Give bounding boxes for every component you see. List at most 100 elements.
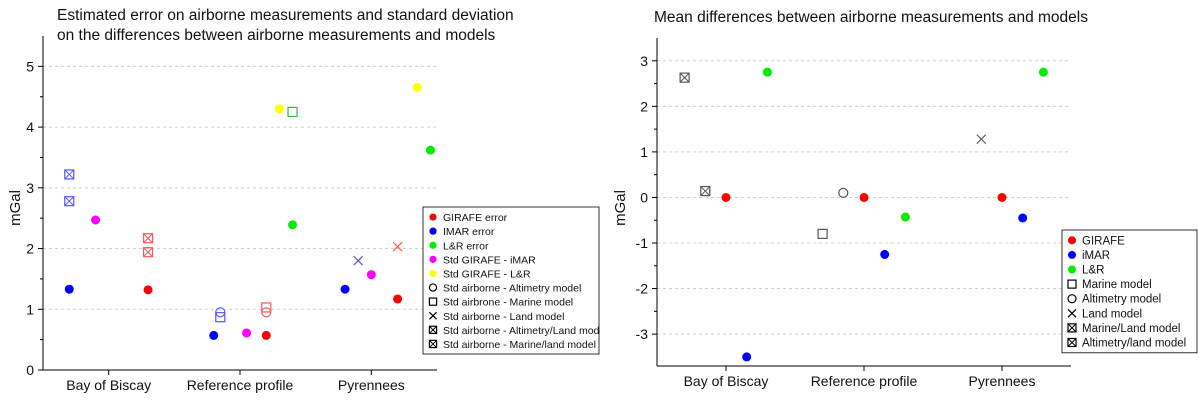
legend-marker-altimetry-model — [1067, 294, 1077, 304]
legend-marker-girafe-error — [429, 213, 437, 221]
data-point-girafe-error — [261, 330, 271, 340]
legend-entry-std-airborne-marine-land-model: Std airborne - Marine/land model — [443, 339, 596, 351]
y-tick-label: 5 — [26, 58, 34, 74]
legend-marker-imar-error — [429, 227, 437, 235]
y-tick-label: 2 — [640, 98, 648, 114]
data-point-imar-error — [209, 330, 219, 340]
legend-marker-std-girafe-l-r — [429, 269, 437, 278]
x-tick-label-pyrennees: Pyrennees — [969, 373, 1036, 389]
legend-box — [1061, 229, 1198, 354]
legend-entry-std-airborne-altimetry-model: Std airborne - Altimetry model — [443, 283, 581, 295]
data-point-imar — [880, 249, 890, 259]
legend-marker-altimetry-land-model — [1067, 337, 1077, 348]
y-tick-label: 0 — [640, 189, 648, 205]
data-point-girafe — [859, 192, 869, 202]
data-point-std-girafe-imar — [242, 328, 252, 338]
legend-marker-std-airborne-altimetry-model — [428, 283, 438, 292]
legend-entry-imar: iMAR — [1082, 250, 1110, 262]
data-point-std-airborne-altimetry-land-model — [64, 196, 75, 207]
grid-lines — [43, 65, 437, 310]
legend-marker-marine-land-model — [1067, 323, 1077, 333]
data-point-imar — [1018, 213, 1028, 223]
legend-entry-girafe-error: GIRAFE error — [443, 212, 508, 224]
data-point-imar — [742, 352, 752, 362]
data-point-land-model — [976, 134, 987, 145]
legend-entry-std-airborne-altimetry-land-model: Std airborne - Altimetry/Land model — [443, 325, 600, 337]
data-point-imar-error — [64, 284, 74, 294]
y-tick-label: 4 — [26, 119, 34, 135]
y-tick-label: 1 — [26, 301, 34, 317]
data-points — [679, 67, 1048, 362]
y-tick-label: -1 — [636, 235, 649, 251]
legend-entry-imar-error: IMAR error — [443, 226, 495, 238]
y-tick-label: 3 — [26, 180, 34, 196]
data-point-std-airborne-marine-land-model-red — [142, 233, 154, 244]
y-tick-label: -2 — [636, 281, 649, 297]
legend-entry-girafe: GIRAFE — [1082, 235, 1125, 247]
legend-marker-girafe — [1068, 236, 1076, 245]
legend-entry-marine-land-model: Marine/Land model — [1082, 323, 1180, 335]
data-point-l-r-error — [425, 145, 435, 155]
y-tick-label: 0 — [26, 362, 34, 378]
x-tick-label-reference-profile: Reference profile — [187, 377, 294, 393]
data-point-girafe-error — [143, 285, 153, 295]
right-chart: Mean differences between airborne measur… — [600, 0, 1199, 400]
data-point-std-airbrone-marine-model — [215, 312, 226, 323]
legend-marker-imar — [1068, 250, 1076, 259]
data-point-altimetry-model — [838, 187, 849, 198]
legend-marker-std-airborne-marine-land-model — [428, 339, 438, 349]
legend: GIRAFE error IMAR error L&R error Std GIRA… — [422, 206, 600, 355]
data-point-std-airborne-altimetry-land-model-red — [142, 247, 154, 258]
legend-entry-std-girafe-l-r: Std GIRAFE - L&R — [443, 268, 531, 280]
legend-marker-l-r-error — [429, 241, 437, 249]
data-point-std-airborne-land-model-pyrennees-red — [392, 241, 403, 252]
x-tick-label-reference-profile: Reference profile — [811, 373, 918, 389]
left-chart-svg: Estimated error on airborne measurements… — [7, 7, 600, 393]
right-chart-svg: Mean differences between airborne measur… — [612, 9, 1198, 389]
legend-box — [422, 206, 600, 355]
legend-marker-marine-model — [1067, 279, 1077, 289]
data-point-std-airborne-land-model — [353, 255, 364, 266]
data-point-girafe — [997, 192, 1007, 202]
legend-entry-std-airbrone-marine-model: Std airbrone - Marine model — [443, 297, 573, 309]
data-point-std-airbrone-marine-model-reference-red — [261, 302, 272, 313]
legend-marker-land-model — [1067, 308, 1077, 318]
legend-entry-l-r-error: L&R error — [443, 240, 489, 252]
y-tick-label: 1 — [640, 144, 648, 160]
chart-title: Mean differences between airborne measur… — [654, 9, 1088, 26]
data-point-marine-land-model — [679, 72, 690, 83]
x-tick-label-pyrennees: Pyrennees — [338, 377, 405, 393]
legend-entry-l-r: L&R — [1082, 265, 1104, 277]
legend: GIRAFE iMAR L&R Marine model Altimetry model… — [1061, 229, 1198, 354]
data-point-std-girafe-imar — [91, 215, 101, 225]
y-tick-label: -3 — [636, 326, 649, 342]
data-point-girafe-error — [393, 294, 403, 304]
legend-marker-std-airborne-altimetry-land-model — [428, 325, 438, 335]
legend-marker-std-girafe-imar — [429, 255, 437, 263]
data-point-imar-error — [340, 284, 350, 294]
legend-entry-altimetry-land-model: Altimetry/land model — [1082, 338, 1186, 350]
data-point-std-airbrone-marine-model-l-r-green — [287, 106, 298, 118]
data-point-altimetry-land-model — [700, 185, 711, 197]
x-tick-label-bay-of-biscay: Bay of Biscay — [684, 373, 769, 389]
chart-title-line-1: Estimated error on airborne measurements… — [57, 7, 514, 24]
y-axis-label: mGal — [612, 190, 629, 226]
legend-entry-marine-model: Marine model — [1082, 279, 1152, 291]
data-point-std-airborne-marine-land-model — [64, 169, 75, 180]
data-point-std-girafe-l-r — [412, 83, 422, 93]
legend-entry-altimetry-model: Altimetry model — [1082, 294, 1161, 306]
data-points — [64, 83, 435, 340]
data-point-l-r — [762, 67, 772, 77]
data-point-l-r-error — [288, 220, 298, 230]
data-point-std-girafe-imar — [366, 270, 376, 280]
left-chart: Estimated error on airborne measurements… — [7, 7, 600, 393]
legend-marker-std-airbrone-marine-model — [428, 297, 438, 306]
data-point-l-r — [900, 212, 910, 222]
legend-marker-std-airborne-land-model — [428, 311, 438, 320]
legend-entry-land-model: Land model — [1082, 308, 1142, 320]
data-point-l-r — [1038, 67, 1048, 77]
y-tick-label: 3 — [640, 53, 648, 69]
data-point-std-girafe-l-r — [274, 104, 284, 114]
y-axis-label: mGal — [7, 190, 24, 226]
data-point-girafe — [721, 192, 731, 202]
